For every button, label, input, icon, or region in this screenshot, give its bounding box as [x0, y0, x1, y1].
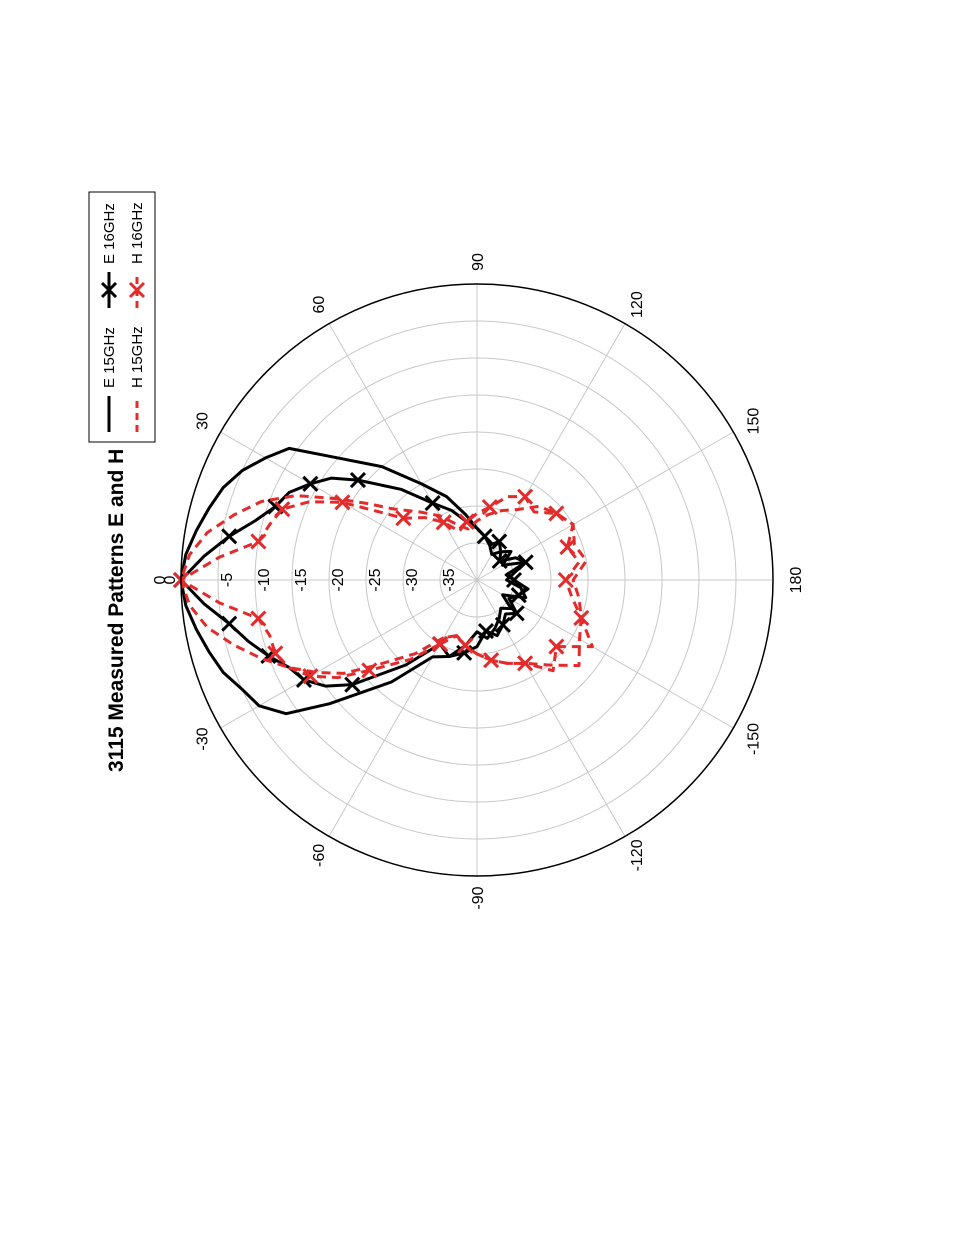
- series-1-point-30: [517, 554, 534, 571]
- series-3-point-26: [517, 488, 534, 505]
- radial-label-1: -5: [219, 573, 236, 587]
- series-layer: [172, 446, 594, 716]
- radial-tick-labels: 0 -5 -10 -15 -20 -25 -30 -35: [162, 568, 458, 591]
- series-1-point-20: [424, 495, 441, 512]
- series-1-point-18: [349, 472, 367, 489]
- angle-label-1: 30: [195, 412, 212, 430]
- series-2: [179, 494, 588, 675]
- series-3-point-38: [517, 655, 534, 672]
- legend-box: [88, 191, 156, 443]
- series-1-point-2: [344, 676, 361, 693]
- legend-label-1: E 16GHz: [101, 203, 118, 264]
- series-3-point-28: [548, 505, 565, 522]
- series-3-point-14: [274, 501, 291, 518]
- angle-label-9: -90: [470, 886, 487, 909]
- radial-label-2: -10: [256, 568, 273, 591]
- legend-label-3: H 16GHz: [129, 202, 146, 264]
- angle-label-8: -120: [629, 839, 646, 871]
- series-3-point-8: [250, 610, 267, 627]
- series-1-point-40: [477, 622, 495, 640]
- angle-label-6: 180: [788, 567, 805, 594]
- series-3-point-20: [435, 514, 452, 531]
- angle-label-5: 150: [745, 408, 762, 435]
- series-1-point-12: [221, 528, 238, 545]
- radial-label-7: -35: [441, 568, 458, 591]
- legend-entry-3: H 16GHz: [128, 202, 146, 308]
- legend-entry-1: E 16GHz: [100, 203, 118, 308]
- legend-entry-2: H 15GHz: [129, 326, 146, 432]
- radial-label-5: -25: [367, 568, 384, 591]
- radial-label-3: -15: [293, 568, 310, 591]
- series-3-point-16: [334, 494, 351, 511]
- series-3-point-6: [267, 645, 284, 662]
- chart-title: 3115 Measured Patterns E and H plane: [105, 388, 128, 772]
- polar-plot-area: 0 30 60 90 120 150 180 -150 -120 -90 -60 -30 0 -5 -10…: [152, 253, 805, 910]
- radial-label-6: -30: [404, 568, 421, 591]
- legend-label-2: H 15GHz: [129, 326, 146, 388]
- angle-label-0: 0: [152, 575, 169, 584]
- legend-entry-0: E 15GHz: [101, 327, 118, 432]
- series-3-point-42: [457, 637, 474, 654]
- series-0: [179, 446, 528, 716]
- series-line-3: [179, 495, 594, 680]
- legend-marker-1: [100, 281, 118, 299]
- series-1-point-26: [491, 533, 508, 550]
- series-3-point-4: [302, 668, 319, 685]
- series-3-point-34: [573, 609, 590, 627]
- series-line-0: [179, 446, 528, 716]
- angle-label-4: 120: [629, 291, 646, 318]
- series-1-point-8: [221, 615, 238, 632]
- legend-label-0: E 15GHz: [101, 327, 118, 388]
- angle-label-7: -150: [745, 723, 762, 755]
- series-1-point-16: [302, 475, 319, 492]
- series-1-point-32: [505, 571, 523, 589]
- series-3-point-24: [481, 499, 498, 516]
- grid-spoke-10: [328, 579, 478, 837]
- series-1-point-38: [494, 616, 511, 633]
- grid-spoke-7: [476, 579, 734, 729]
- series-3-point-0: [431, 636, 449, 653]
- angle-label-11: -30: [195, 727, 212, 750]
- legend: E 15GHz E 16GHz H 15GHz H 16GHz: [88, 191, 156, 443]
- series-line-2: [179, 494, 588, 675]
- grid-spoke-11: [220, 579, 478, 729]
- series-3-point-18: [395, 510, 412, 527]
- series-1-point-24: [476, 528, 493, 545]
- series-3: [172, 488, 594, 685]
- legend-marker-3: [128, 281, 146, 299]
- series-3-point-36: [548, 638, 565, 655]
- series-1-point-34: [510, 587, 527, 604]
- angle-label-10: -60: [311, 844, 328, 867]
- angle-label-3: 90: [470, 253, 487, 271]
- series-3-point-12: [250, 533, 267, 550]
- radial-label-0: 0: [162, 575, 179, 584]
- series-3-point-40: [483, 652, 500, 669]
- series-1-point-36: [508, 605, 525, 622]
- series-3-point-30: [559, 539, 576, 556]
- grid-spoke-2: [328, 323, 478, 581]
- outer-ring: [180, 283, 774, 877]
- radial-label-4: -20: [330, 568, 347, 591]
- series-3-point-2: [361, 662, 378, 679]
- grid-spoke-1: [220, 431, 478, 581]
- series-1-point-28: [491, 552, 508, 570]
- angle-label-2: 60: [311, 296, 328, 314]
- series-3-point-32: [557, 571, 574, 589]
- series-3-point-22: [458, 513, 475, 530]
